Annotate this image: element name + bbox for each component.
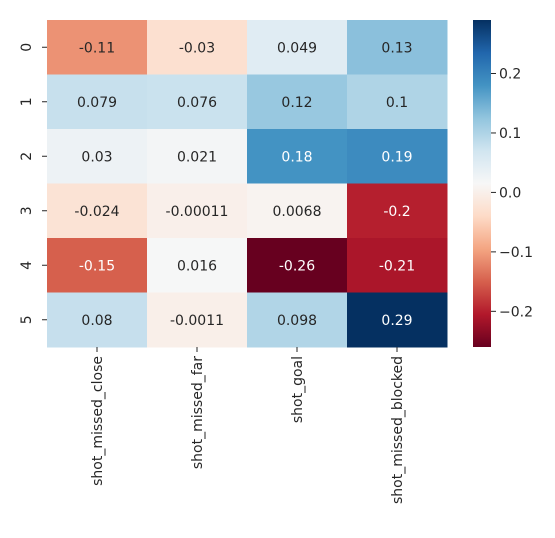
cell-value-label: 0.03 — [81, 149, 112, 165]
heatmap-cell — [247, 292, 348, 348]
heatmap-cell — [247, 238, 348, 293]
heatmap-cell — [147, 292, 248, 348]
colorbar-tick-label: −0.1 — [499, 245, 533, 261]
column-tick-label: shot_goal — [290, 356, 306, 423]
colorbar-tick-label: 0.0 — [499, 185, 521, 201]
heatmap-cell — [247, 20, 348, 75]
cell-value-label: 0.08 — [81, 313, 112, 329]
cell-value-label: -0.15 — [79, 258, 115, 274]
heatmap-cell — [47, 129, 148, 184]
heatmap-cell — [47, 20, 148, 75]
heatmap-cell — [47, 292, 148, 348]
heatmap-cell — [347, 238, 448, 293]
heatmap-cell — [247, 129, 348, 184]
cell-value-label: 0.079 — [77, 95, 117, 111]
cell-value-label: -0.21 — [379, 258, 415, 274]
cell-value-label: 0.076 — [177, 95, 217, 111]
column-tick-label: shot_missed_far — [190, 356, 206, 469]
cell-value-label: -0.03 — [179, 40, 215, 56]
cell-value-label: 0.0068 — [273, 204, 322, 220]
cell-value-label: -0.11 — [79, 40, 115, 56]
heatmap-cell — [347, 292, 448, 348]
row-tick-label: 4 — [19, 261, 35, 270]
heatmap-cell — [147, 74, 248, 130]
heatmap-cell — [347, 183, 448, 239]
cell-value-label: -0.2 — [383, 204, 410, 220]
column-tick-label: shot_missed_blocked — [390, 356, 406, 504]
cell-value-label: -0.00011 — [166, 204, 229, 220]
cell-value-label: 0.18 — [281, 149, 312, 165]
heatmap-cell — [247, 74, 348, 130]
row-tick-label: 5 — [19, 315, 35, 324]
column-tick-label: shot_missed_close — [90, 356, 106, 486]
cell-value-label: 0.29 — [381, 313, 412, 329]
row-tick-label: 2 — [19, 152, 35, 161]
heatmap-cells: -0.11 -0.03 0.049 0.13 0.079 0.076 0.12 0.1 0.03… — [47, 20, 448, 348]
cell-value-label: 0.021 — [177, 149, 217, 165]
heatmap-cell — [47, 74, 148, 130]
cell-value-label: 0.13 — [381, 40, 412, 56]
row-tick-label: 0 — [19, 43, 35, 52]
colorbar-tick-label: 0.1 — [499, 126, 521, 142]
heatmap-cell — [147, 129, 248, 184]
heatmap-cell — [147, 183, 248, 239]
colorbar-tick-label: 0.2 — [499, 67, 521, 83]
colorbar: 0.2 0.1 0.0 −0.1 −0.2 — [473, 20, 533, 347]
cell-value-label: 0.1 — [386, 95, 408, 111]
heatmap-cell — [147, 20, 248, 75]
cell-value-label: 0.12 — [281, 95, 312, 111]
colorbar-tick-label: −0.2 — [499, 304, 533, 320]
cell-value-label: -0.26 — [279, 258, 315, 274]
cell-value-label: 0.19 — [381, 149, 412, 165]
cell-value-label: 0.016 — [177, 258, 217, 274]
heatmap-cell — [347, 20, 448, 75]
row-tick-label: 1 — [19, 97, 35, 106]
cell-value-label: -0.0011 — [170, 313, 224, 329]
heatmap-cell — [347, 74, 448, 130]
heatmap-cell — [147, 238, 248, 293]
heatmap-cell — [347, 129, 448, 184]
cell-value-label: -0.024 — [74, 204, 119, 220]
cell-value-label: 0.049 — [277, 40, 317, 56]
row-tick-label: 3 — [19, 206, 35, 215]
row-tick-labels: 0 1 2 3 4 5 — [19, 43, 47, 324]
colorbar-gradient — [473, 20, 491, 347]
cell-value-label: 0.098 — [277, 313, 317, 329]
heatmap-cell — [247, 183, 348, 239]
heatmap-cell — [47, 238, 148, 293]
heatmap-cell — [47, 183, 148, 239]
column-tick-labels: shot_missed_close shot_missed_far shot_goa… — [90, 347, 406, 504]
